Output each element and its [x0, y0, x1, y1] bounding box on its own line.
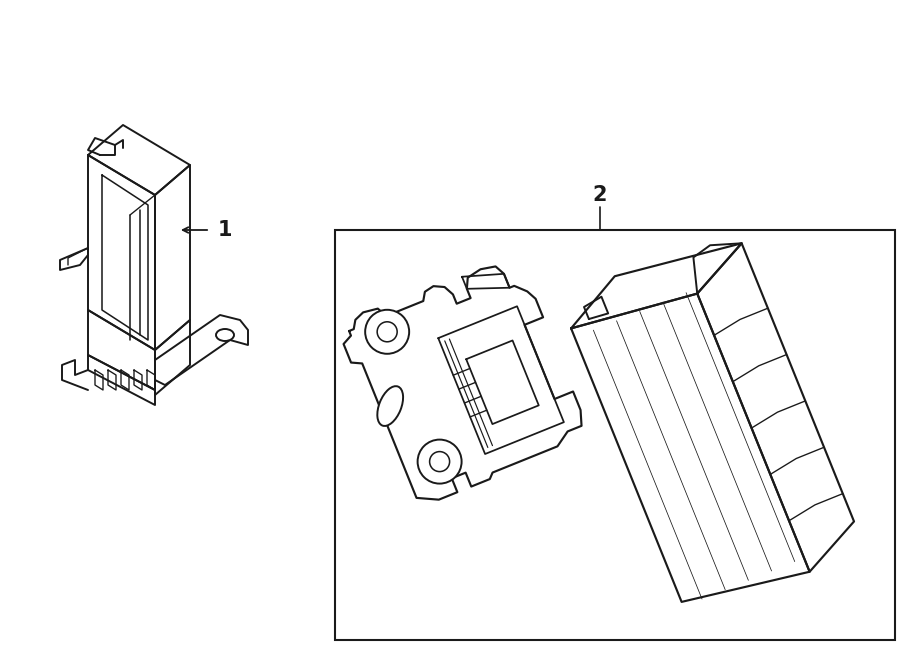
- Text: 2: 2: [593, 185, 608, 205]
- Circle shape: [365, 310, 410, 354]
- Text: 1: 1: [218, 220, 232, 240]
- Circle shape: [418, 440, 462, 484]
- Ellipse shape: [216, 329, 234, 341]
- Circle shape: [429, 451, 450, 471]
- Bar: [335, 230, 895, 640]
- Ellipse shape: [377, 386, 403, 426]
- Circle shape: [377, 322, 397, 342]
